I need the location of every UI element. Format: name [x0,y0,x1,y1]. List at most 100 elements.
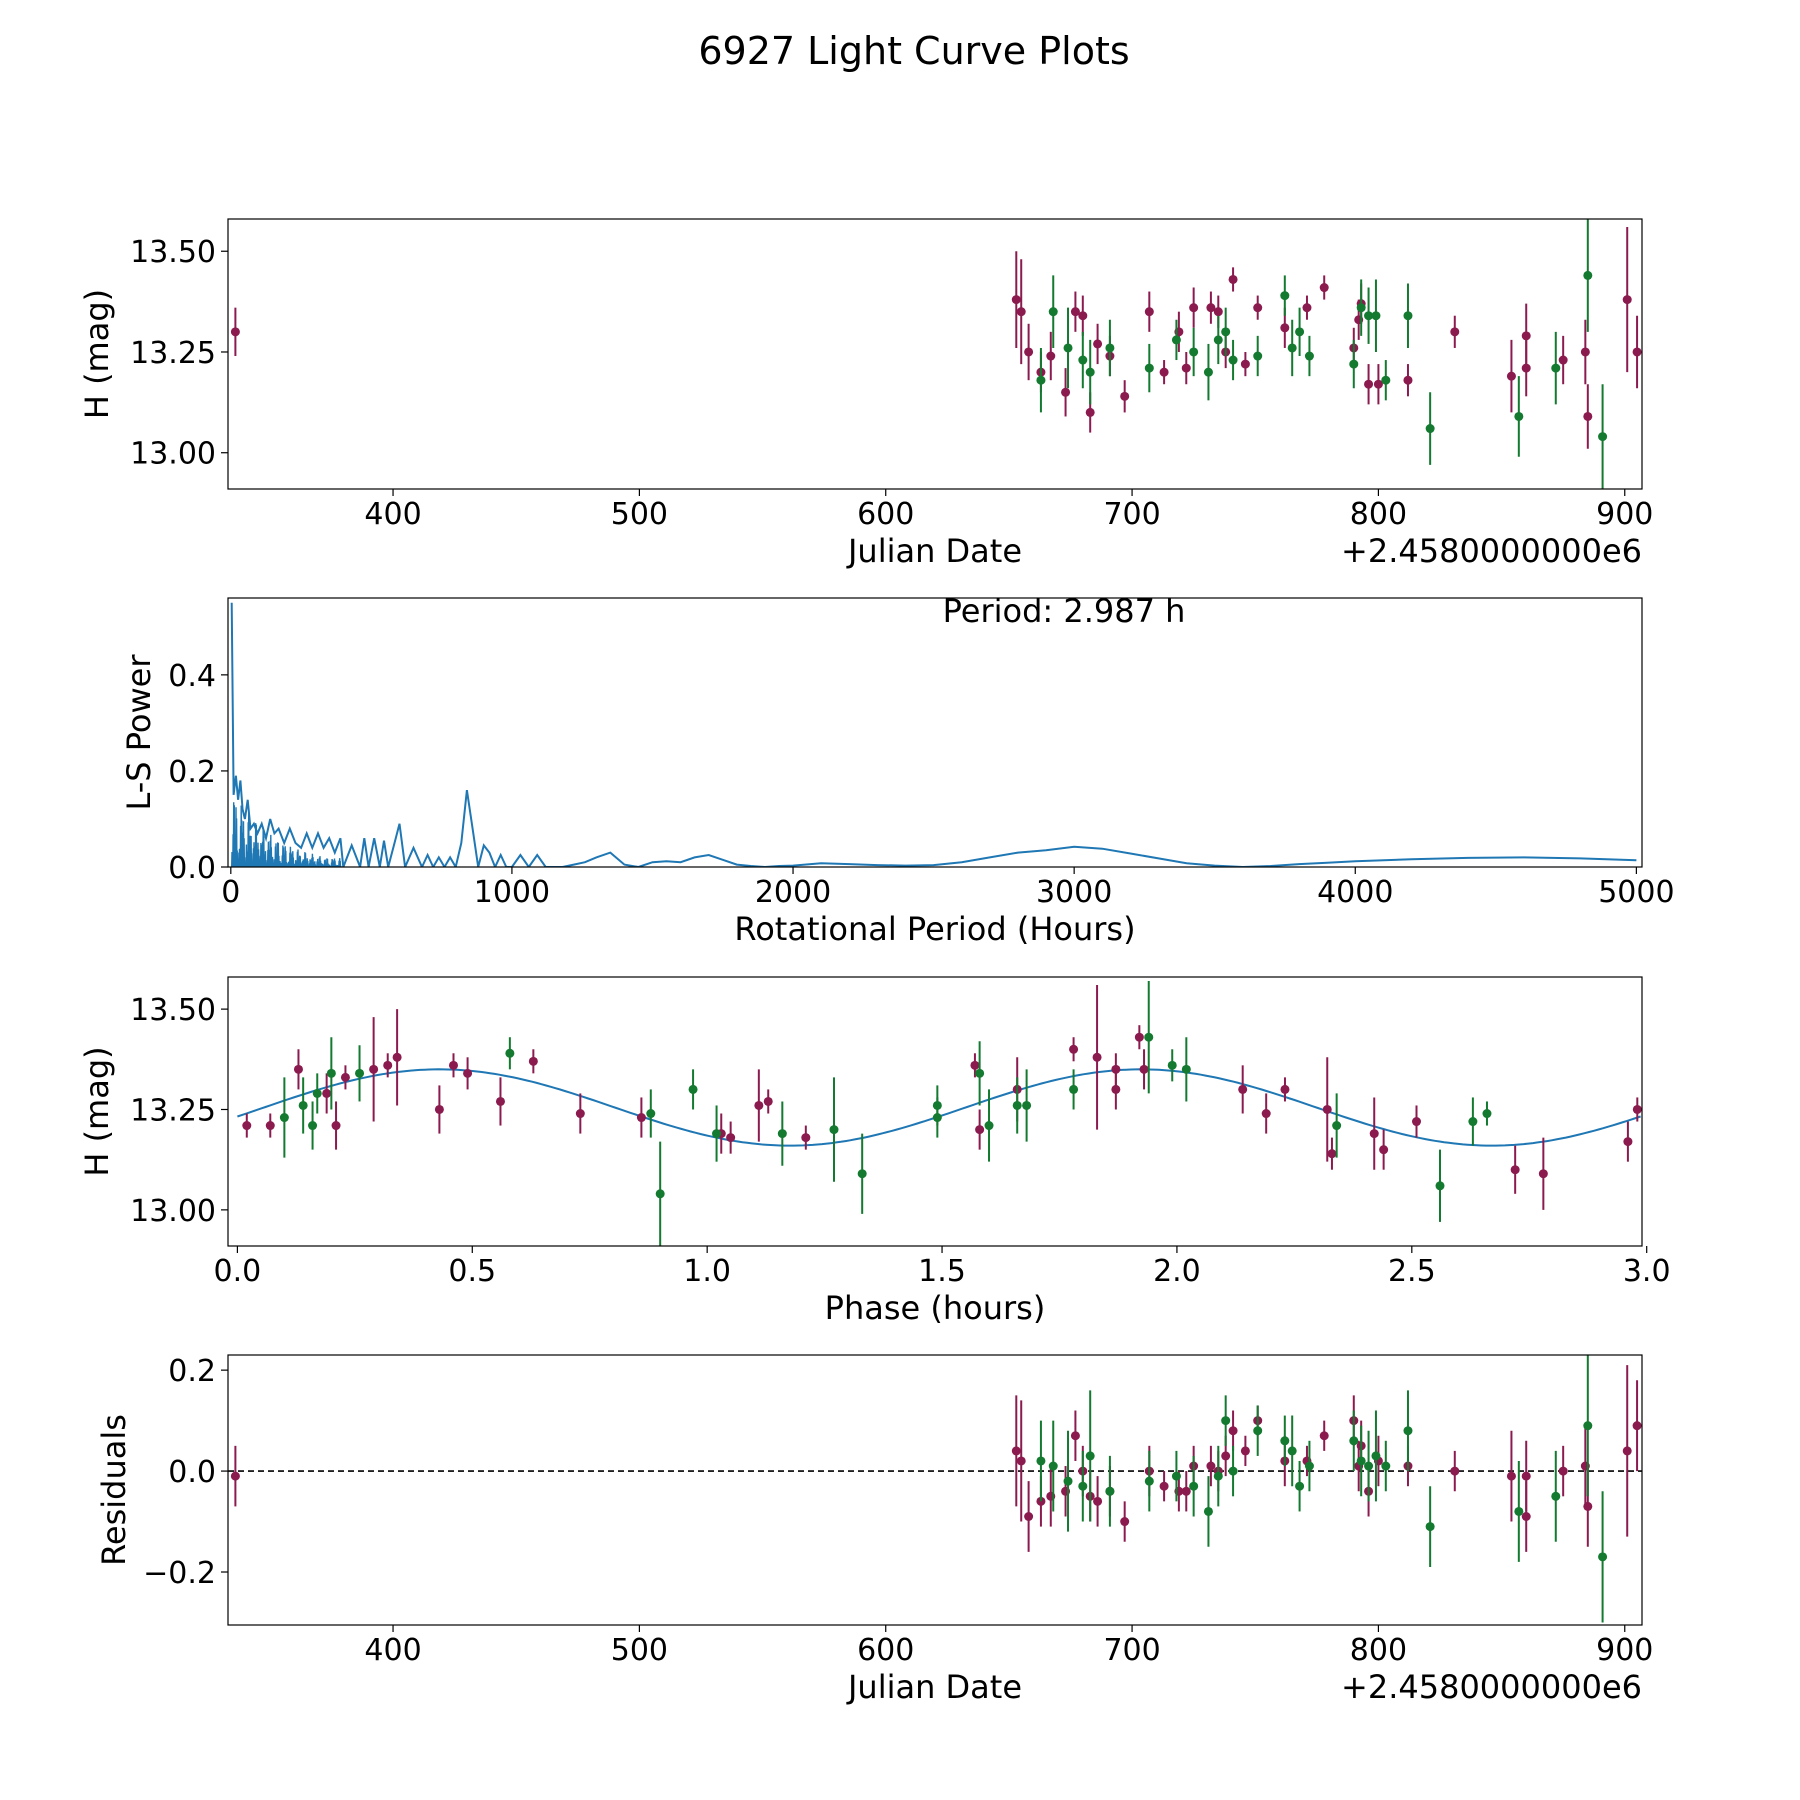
green-data-point [1287,343,1297,353]
green-data-point [1048,307,1058,317]
green-data-point [1304,351,1314,361]
green-data-point [984,1121,994,1131]
green-data-point [1213,1471,1223,1481]
red-data-point [1206,1461,1216,1471]
green-data-point [1514,1506,1524,1516]
green-data-point [688,1084,698,1094]
green-data-point [1371,311,1381,321]
red-data-point [1632,1421,1642,1431]
green-data-point [312,1088,322,1098]
green-data-point [1063,1476,1073,1486]
red-data-point [1369,1129,1379,1139]
red-data-point [434,1104,444,1114]
red-data-point [1070,1431,1080,1441]
red-data-point [1134,1032,1144,1042]
y-axis-label: H (mag) [78,289,116,419]
green-data-point [1583,1421,1593,1431]
red-data-point [495,1096,505,1106]
red-data-point [1181,1486,1191,1496]
green-data-point [932,1113,942,1123]
green-data-point [1012,1100,1022,1110]
red-data-point [754,1100,764,1110]
green-data-point [1221,1416,1231,1426]
red-data-point [1521,331,1531,341]
red-data-point [575,1109,585,1119]
green-data-point [279,1113,289,1123]
green-data-point [1381,1461,1391,1471]
red-data-point [763,1096,773,1106]
green-data-point [1583,270,1593,280]
green-data-point [1295,327,1305,337]
y-tick-label: 0.0 [168,1455,216,1490]
x-tick-label: 1.5 [918,1254,966,1289]
red-data-point [528,1056,538,1066]
red-data-point [242,1121,252,1131]
red-data-point [1024,347,1034,357]
green-data-point [1078,1481,1088,1491]
red-data-point [726,1133,736,1143]
green-data-point [1349,1436,1359,1446]
red-data-point [1510,1165,1520,1175]
green-data-point [355,1068,365,1078]
red-data-point [636,1113,646,1123]
red-data-point [1238,1084,1248,1094]
green-data-point [1598,432,1608,442]
green-data-point [1349,359,1359,369]
red-data-point [1322,1104,1332,1114]
red-data-point [1319,1431,1329,1441]
red-data-point [1373,379,1383,389]
green-data-point [1036,375,1046,385]
x-tick-label: 600 [857,1633,914,1668]
red-data-point [1024,1511,1034,1521]
red-data-point [1139,1064,1149,1074]
x-tick-label: 4000 [1317,875,1393,910]
red-data-point [1085,407,1095,417]
red-data-point [1403,375,1413,385]
green-data-point [646,1109,656,1119]
green-data-point [1253,351,1263,361]
y-axis-label: Residuals [95,1414,133,1566]
phased-plot-area [237,981,1642,1246]
green-data-point [1085,1451,1095,1461]
green-data-point [1105,343,1115,353]
green-data-point [1189,1481,1199,1491]
x-tick-label: 0 [221,875,240,910]
periodogram-axes-frame [227,597,1643,868]
panels: 400 500 600 700 800 900 13.00 13.25 13.50 Julian … [78,218,1675,1706]
x-tick-label: 0.0 [214,1254,262,1289]
green-data-point [975,1068,985,1078]
x-tick-label: 1000 [474,875,550,910]
x-axis-label: Phase (hours) [825,1289,1046,1327]
green-data-point [1022,1100,1032,1110]
green-data-point [1280,1436,1290,1446]
red-data-point [1228,274,1238,284]
x-tick-label: 500 [611,1633,668,1668]
red-data-point [1506,371,1516,381]
periodogram-panel: Period: 2.987 h0 1000 2000 3000 4000 50000.00… [120,592,1675,948]
x-tick-label: 900 [1596,1633,1653,1668]
phased-axes-frame [227,976,1643,1247]
red-data-point [1450,327,1460,337]
x-tick-label: 3000 [1036,875,1112,910]
green-data-point [1189,347,1199,357]
residuals-axes-frame [227,1354,1643,1626]
red-data-point [1253,303,1263,313]
red-data-point [1046,351,1056,361]
red-data-point [448,1060,458,1070]
green-data-point [1203,1506,1213,1516]
green-data-point [1203,367,1213,377]
red-data-point [1327,1149,1337,1159]
x-tick-label: 0.5 [448,1254,496,1289]
green-data-point [1356,303,1366,313]
red-data-point [1206,303,1216,313]
x-tick-label: 400 [364,1633,421,1668]
red-data-point [970,1060,980,1070]
red-data-point [1011,295,1021,305]
x-axis-label: Rotational Period (Hours) [734,910,1135,948]
red-data-point [975,1125,985,1135]
green-data-point [1425,424,1435,434]
x-tick-label: 800 [1350,497,1407,532]
red-data-point [1538,1169,1548,1179]
red-data-point [293,1064,303,1074]
periodogram-line [230,602,1637,867]
